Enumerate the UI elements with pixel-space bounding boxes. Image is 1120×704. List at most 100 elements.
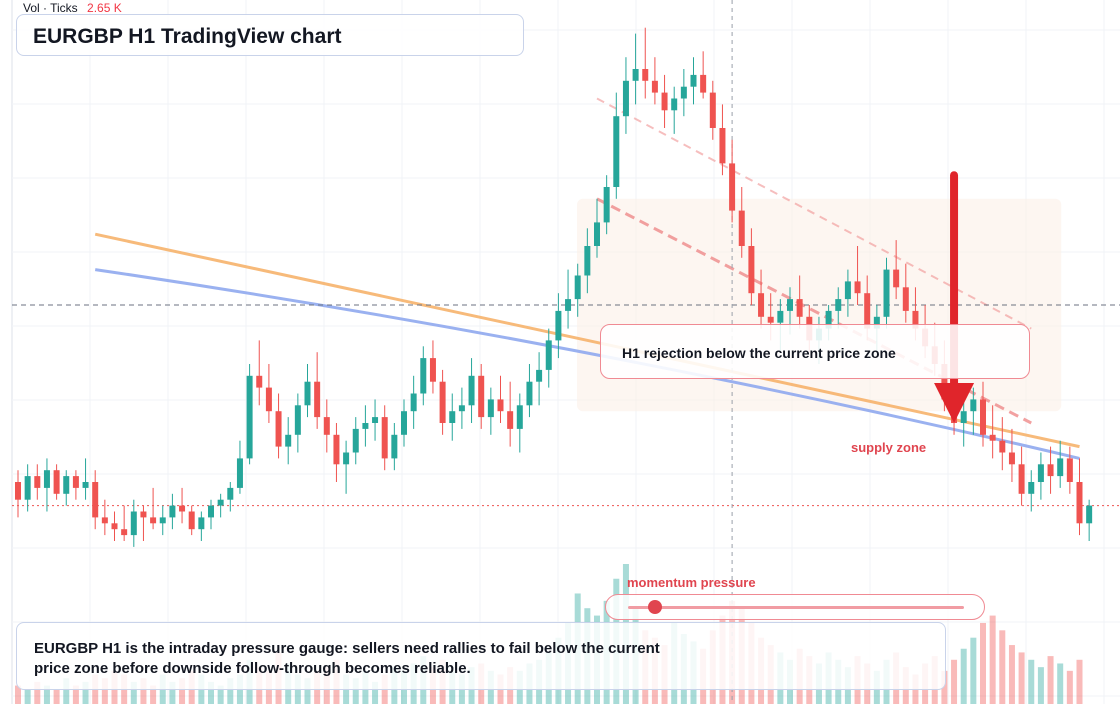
volume-bar — [352, 678, 359, 704]
candle-body — [507, 411, 514, 429]
trendline — [596, 97, 1032, 330]
candle-body — [420, 358, 427, 394]
candle-body — [410, 393, 417, 412]
candle-body — [960, 411, 967, 423]
candle-body — [53, 470, 60, 494]
candle-body — [787, 299, 793, 311]
candle-body — [671, 98, 678, 111]
candle-body — [323, 417, 330, 435]
candle-body — [34, 476, 41, 488]
candle-body — [478, 375, 485, 418]
candle-body — [555, 310, 562, 341]
candle-body — [227, 487, 234, 500]
candle-body — [304, 381, 311, 406]
volume-bar — [130, 681, 137, 704]
candle-body — [391, 434, 398, 459]
candle-body — [661, 92, 668, 111]
moving-averages — [94, 232, 1080, 460]
chart-title-box: EURGBP H1 TradingView chart — [16, 14, 524, 56]
candle-body — [613, 116, 620, 187]
candle-body — [236, 458, 243, 488]
candle-body — [372, 417, 379, 423]
volume-bar — [82, 681, 89, 704]
volume-bar — [960, 648, 967, 704]
candle-body — [632, 69, 639, 81]
down-arrow-head — [934, 383, 975, 423]
candle-body — [738, 210, 745, 246]
candle-body — [401, 411, 407, 435]
volume-bar — [24, 689, 31, 704]
candle-body — [796, 299, 803, 317]
candle-body — [1008, 452, 1015, 465]
volume-bar — [43, 685, 50, 704]
volume-legend: Vol · Ticks 2.65 K — [23, 1, 122, 15]
candlesticks[interactable] — [15, 27, 1093, 547]
volume-bar — [1008, 645, 1015, 704]
candle-body — [449, 411, 456, 423]
candle-body — [150, 517, 157, 524]
moving-average-line — [94, 232, 1080, 449]
volume-bar — [140, 678, 147, 704]
candle-body — [285, 434, 292, 447]
candle-body — [989, 434, 996, 441]
candle-body — [700, 74, 707, 93]
candle-body — [526, 381, 533, 406]
volume-bar — [951, 659, 958, 704]
candle-body — [130, 511, 137, 536]
summary-box: EURGBP H1 is the intraday pressure gauge… — [16, 622, 946, 690]
volume-bar — [227, 678, 234, 704]
volume-bar — [150, 685, 157, 704]
volume-bar — [980, 622, 986, 704]
candle-body — [594, 222, 600, 246]
candle-body — [642, 69, 649, 81]
volume-bar — [372, 681, 379, 704]
volume-bar — [1057, 663, 1064, 704]
candle-body — [709, 92, 716, 128]
candle-body — [333, 434, 340, 465]
candle-body — [343, 452, 350, 465]
momentum-gauge[interactable] — [605, 594, 985, 620]
candle-body — [1018, 464, 1025, 494]
momentum-gauge-knob[interactable] — [647, 600, 662, 614]
volume-bar — [970, 637, 977, 704]
candle-body — [169, 505, 176, 518]
volume-bar — [1028, 659, 1035, 704]
candle-body — [1076, 482, 1083, 524]
rejection-callout-text: H1 rejection below the current price zon… — [622, 345, 896, 361]
candle-body — [140, 511, 147, 518]
candle-body — [970, 399, 977, 412]
candle-body — [362, 423, 369, 429]
candle-body — [101, 517, 108, 524]
candle-body — [545, 340, 552, 370]
candle-body — [82, 482, 89, 488]
candle-body — [767, 316, 774, 323]
candle-body — [1037, 464, 1044, 482]
volume-legend-value: 2.65 K — [87, 1, 122, 15]
candle-body — [179, 505, 186, 512]
candle-body — [758, 293, 765, 317]
candle-body — [188, 511, 195, 530]
candle-body — [458, 405, 465, 412]
candle-body — [468, 375, 475, 406]
candle-body — [719, 128, 726, 164]
candle-body — [980, 399, 986, 435]
candle-body — [680, 86, 687, 99]
volume-bar — [72, 685, 79, 704]
candle-body — [487, 399, 494, 418]
candle-body — [622, 80, 629, 117]
candle-body — [893, 269, 900, 288]
candle-body — [902, 287, 909, 311]
candle-body — [873, 316, 880, 329]
candle-body — [294, 405, 301, 435]
candle-body — [1028, 482, 1035, 494]
candle-body — [941, 364, 948, 400]
candle-body — [352, 428, 359, 453]
candle-body — [63, 476, 70, 494]
candle-body — [651, 80, 658, 93]
candle-body — [275, 411, 282, 447]
candle-body — [159, 517, 166, 524]
candle-body — [1066, 458, 1073, 482]
candle-body — [690, 74, 697, 87]
volume-bar — [989, 615, 996, 704]
chart-title: EURGBP H1 TradingView chart — [33, 25, 342, 48]
